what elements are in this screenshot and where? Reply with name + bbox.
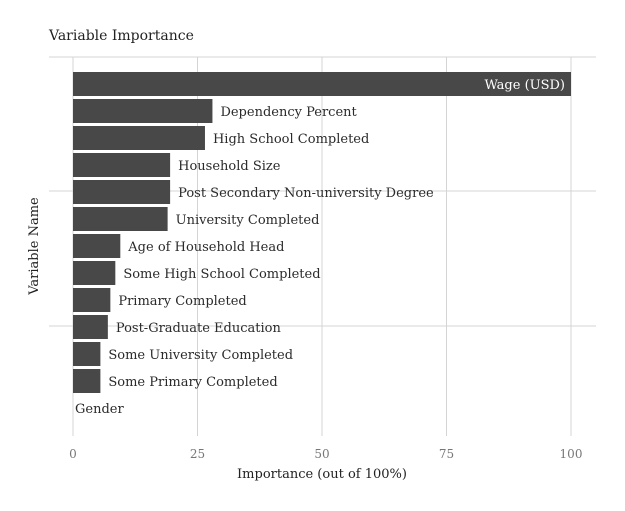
bar bbox=[73, 153, 171, 177]
bar-label: Post-Graduate Education bbox=[116, 321, 282, 336]
bar bbox=[73, 180, 171, 204]
y-axis-title: Variable Name bbox=[27, 197, 42, 296]
x-axis-ticks: 0 25 50 75 100 bbox=[69, 447, 582, 461]
bar-label: Age of Household Head bbox=[127, 240, 284, 255]
bar-label: Post Secondary Non-university Degree bbox=[178, 186, 434, 201]
x-tick-label: 50 bbox=[314, 447, 329, 461]
bar-label: Some University Completed bbox=[108, 348, 293, 363]
bar-label: High School Completed bbox=[213, 132, 369, 147]
bar-label: Some Primary Completed bbox=[108, 375, 277, 390]
bars bbox=[73, 72, 571, 393]
bar bbox=[73, 126, 205, 150]
bar bbox=[73, 342, 101, 366]
bar-label: Wage (USD) bbox=[484, 78, 565, 93]
x-tick-label: 75 bbox=[439, 447, 454, 461]
bar bbox=[73, 315, 108, 339]
bar-label: University Completed bbox=[176, 213, 320, 228]
bar-label: Gender bbox=[75, 402, 124, 417]
bar-label: Dependency Percent bbox=[220, 105, 357, 120]
bar bbox=[73, 261, 116, 285]
x-tick-label: 100 bbox=[560, 447, 583, 461]
bar bbox=[73, 72, 571, 96]
x-axis-title: Importance (out of 100%) bbox=[237, 467, 407, 482]
bar bbox=[73, 234, 121, 258]
x-tick-label: 25 bbox=[190, 447, 205, 461]
x-tick-label: 0 bbox=[69, 447, 77, 461]
bar-label: Household Size bbox=[178, 159, 281, 174]
chart-title: Variable Importance bbox=[48, 28, 194, 44]
bar bbox=[73, 99, 213, 123]
bar-label: Primary Completed bbox=[118, 294, 246, 309]
bar bbox=[73, 207, 168, 231]
bar-labels: Wage (USD) Dependency Percent High School … bbox=[75, 78, 565, 417]
bar bbox=[73, 369, 101, 393]
bar-label: Some High School Completed bbox=[123, 267, 320, 282]
bar bbox=[73, 288, 111, 312]
